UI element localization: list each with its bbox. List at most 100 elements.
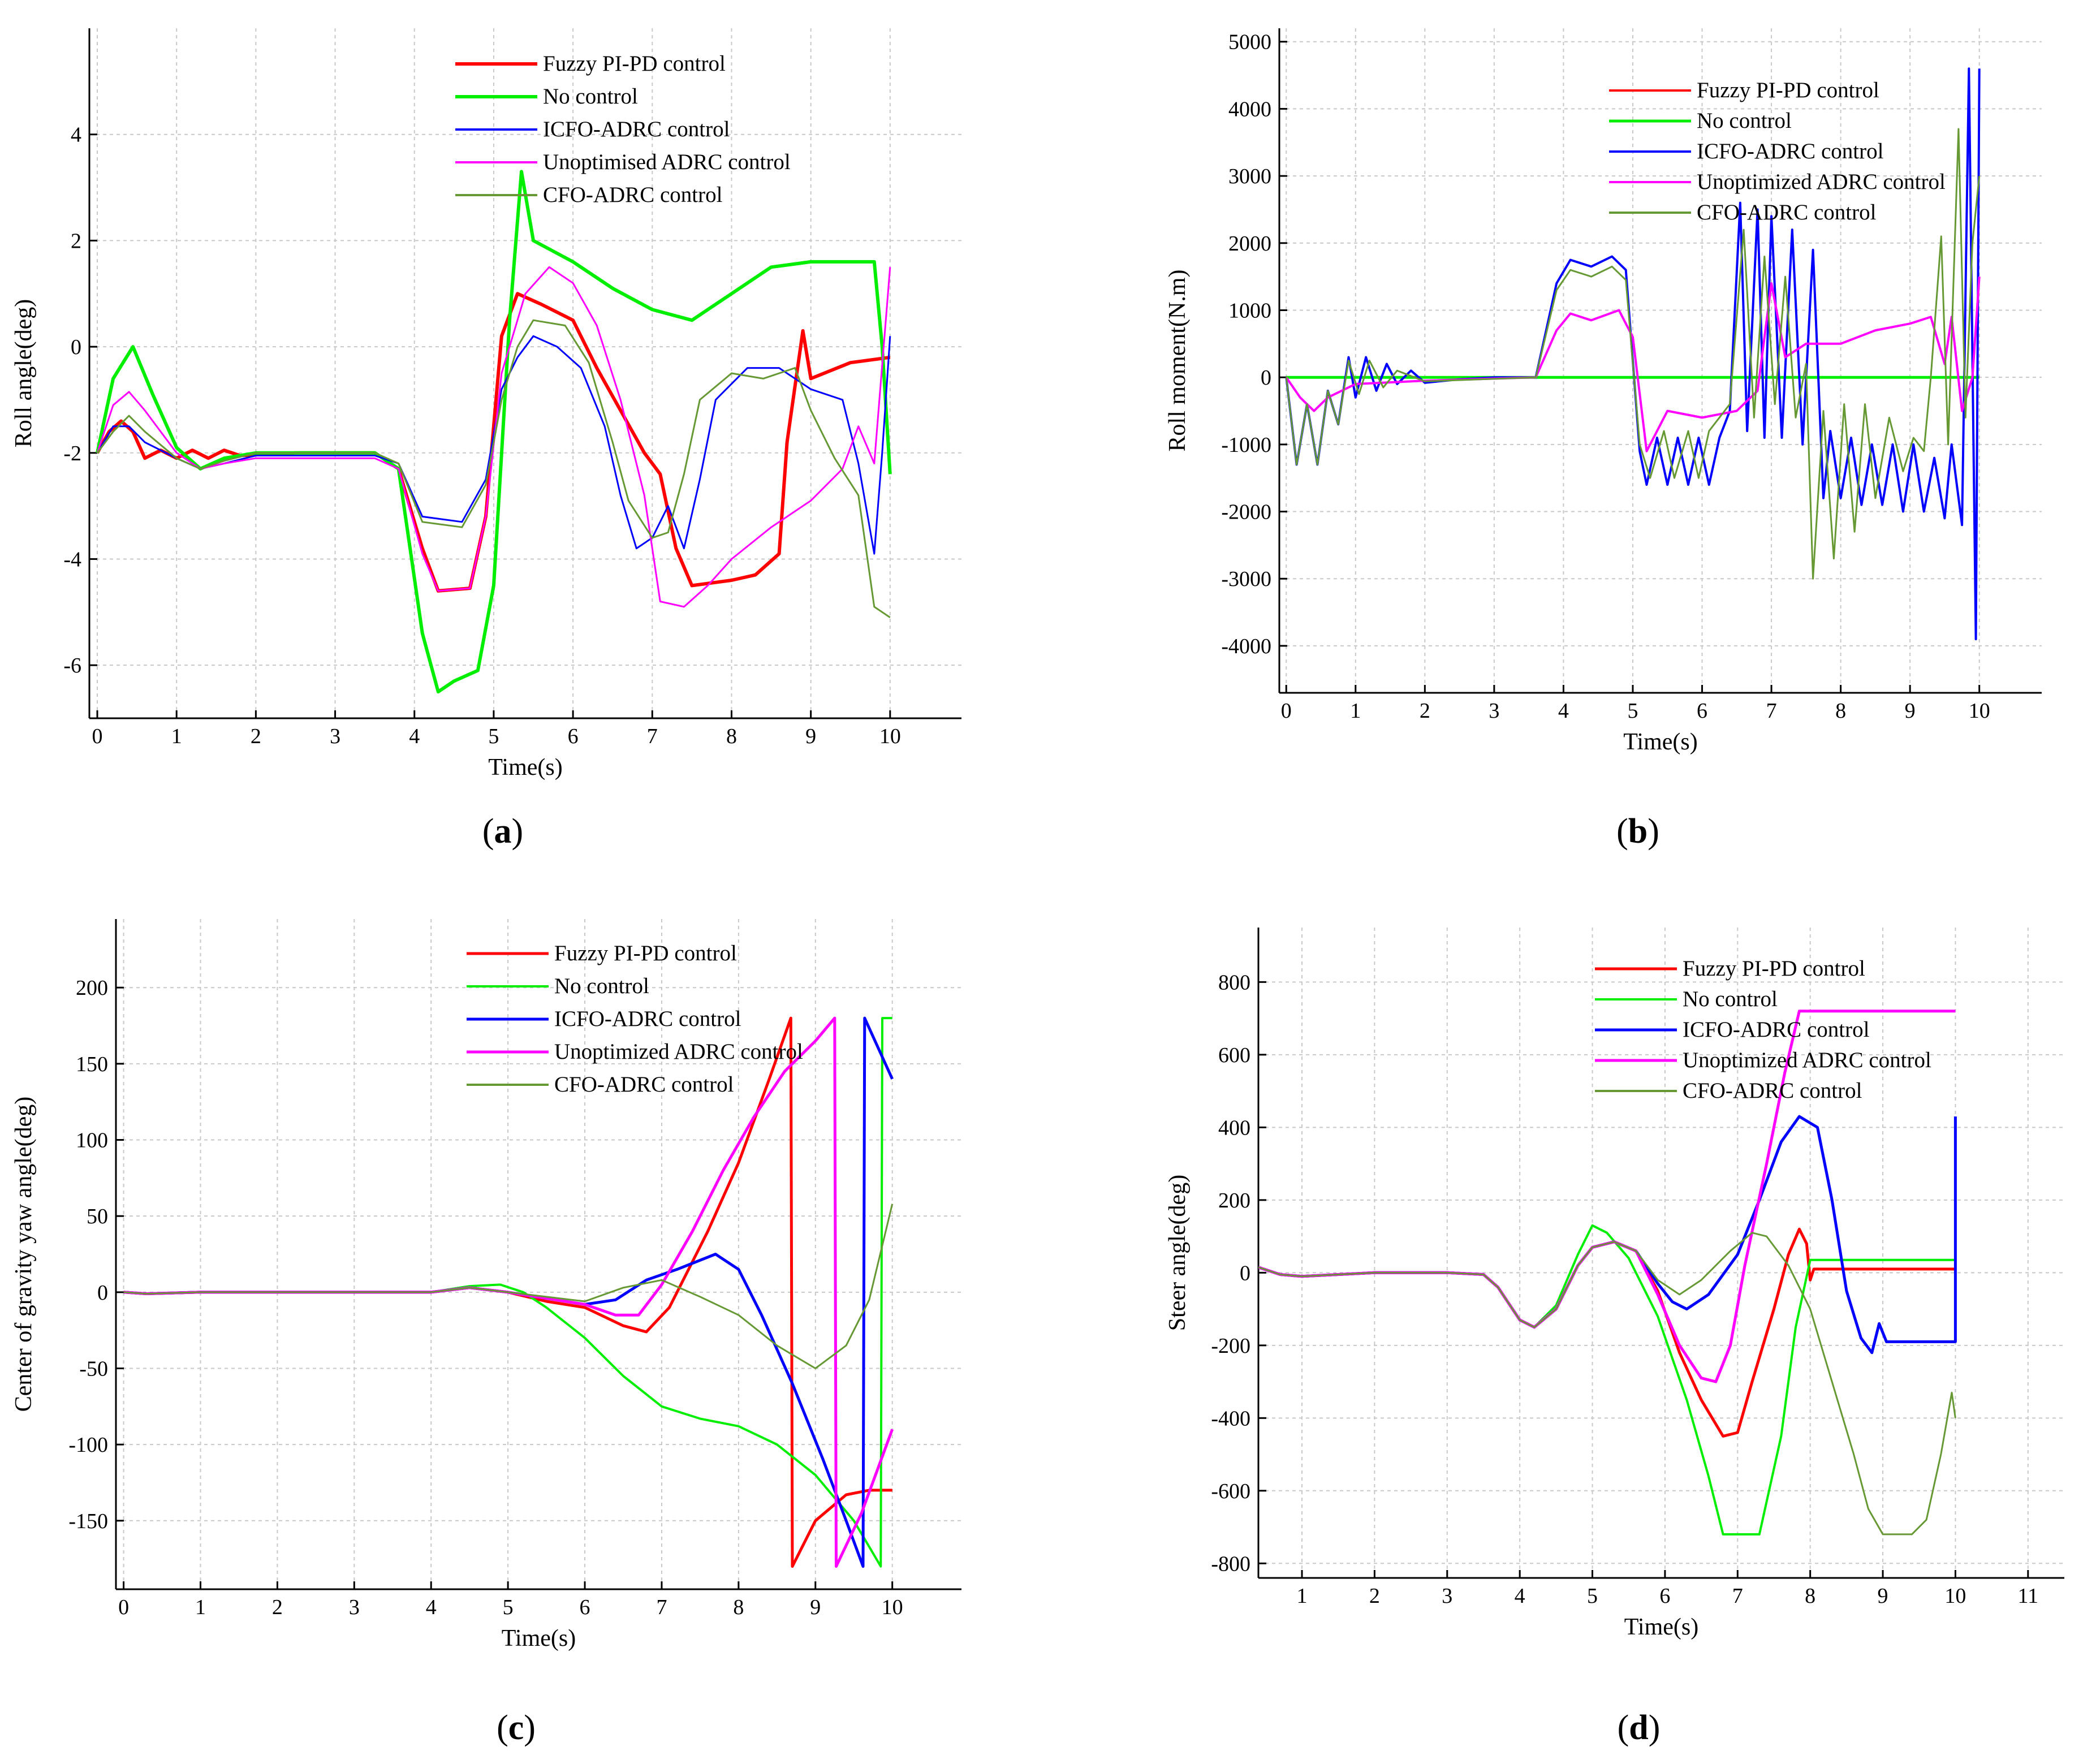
x-tick-label: 8 <box>733 1595 744 1619</box>
x-tick-label: 1 <box>171 724 182 748</box>
y-tick-label: 2 <box>71 229 81 253</box>
panel-letter: b <box>1628 812 1648 851</box>
panel-paren-open: ( <box>1616 812 1628 851</box>
y-tick-label: 600 <box>1218 1043 1250 1067</box>
y-tick-label: 150 <box>76 1053 108 1076</box>
y-tick-label: 0 <box>71 335 81 359</box>
x-tick-label: 7 <box>647 724 658 748</box>
x-tick-label: 10 <box>1944 1584 1966 1608</box>
y-tick-label: 0 <box>97 1281 108 1305</box>
legend: Fuzzy PI-PD control No control ICFO-ADRC c… <box>1609 78 1946 225</box>
legend: Fuzzy PI-PD control No control ICFO-ADRC c… <box>467 941 803 1097</box>
y-tick-label: -400 <box>1211 1407 1250 1430</box>
panel-label: (c) <box>497 1709 536 1747</box>
y-tick-label: 1000 <box>1228 299 1271 322</box>
x-tick-label: 4 <box>1515 1584 1525 1608</box>
x-tick-label: 9 <box>810 1595 821 1619</box>
y-axis-label: Steer angle(deg) <box>1165 1175 1191 1331</box>
x-tick-label: 8 <box>726 724 737 748</box>
y-tick-label: -4 <box>63 547 81 571</box>
panel-paren-open: ( <box>482 812 494 851</box>
panel-paren-close: ) <box>512 812 524 851</box>
y-tick-label: 5000 <box>1228 31 1271 54</box>
x-axis-label: Time(s) <box>1623 729 1697 755</box>
x-tick-label: 6 <box>1697 699 1707 723</box>
legend-label: Unoptimized ADRC control <box>1683 1048 1931 1072</box>
legend-label: ICFO-ADRC control <box>543 117 730 141</box>
x-tick-label: 5 <box>1627 699 1638 723</box>
legend-label: No control <box>543 84 638 109</box>
y-tick-label: -6 <box>63 654 81 678</box>
x-tick-label: 2 <box>1369 1584 1380 1608</box>
legend: Fuzzy PI-PD control No control ICFO-ADRC c… <box>1595 956 1931 1103</box>
legend-label: Unoptimized ADRC control <box>554 1040 803 1064</box>
y-tick-label: -3000 <box>1221 567 1271 591</box>
chart-c: 0 1 2 3 4 5 6 7 8 9 10 -150 -100 -50 0 50 100 150 200 Time(… <box>11 919 961 1747</box>
panel-letter: d <box>1629 1709 1648 1747</box>
panel-letter: c <box>508 1709 524 1747</box>
panel-paren-open: ( <box>497 1709 508 1747</box>
legend-label: ICFO-ADRC control <box>554 1007 741 1031</box>
y-tick-label: 800 <box>1218 971 1250 994</box>
legend-label: Unoptimised ADRC control <box>543 150 791 174</box>
x-tick-label: 8 <box>1835 699 1846 723</box>
legend: Fuzzy PI-PD control No control ICFO-ADRC c… <box>455 51 791 207</box>
x-tick-label: 2 <box>272 1595 283 1619</box>
y-tick-label: 200 <box>76 976 108 1000</box>
legend-label: Fuzzy PI-PD control <box>1683 956 1865 981</box>
x-tick-label: 7 <box>656 1595 667 1619</box>
legend-label: CFO-ADRC control <box>543 183 723 207</box>
x-tick-label: 4 <box>409 724 420 748</box>
y-tick-label: 200 <box>1218 1189 1250 1213</box>
series-line-cfo-adrc-control <box>96 319 891 618</box>
series-line-cfo-adrc-control <box>1258 1232 1956 1536</box>
x-tick-label: 5 <box>488 724 499 748</box>
y-axis-label: Roll moment(N.m) <box>1165 270 1191 452</box>
panel-label: (b) <box>1616 812 1659 851</box>
legend-label: Fuzzy PI-PD control <box>1697 78 1879 102</box>
x-tick-label: 11 <box>2018 1584 2039 1608</box>
x-tick-label: 8 <box>1805 1584 1815 1608</box>
x-tick-label: 10 <box>879 724 901 748</box>
y-tick-label: 50 <box>87 1205 108 1228</box>
x-tick-label: 9 <box>1905 699 1916 723</box>
chart-b: 0 1 2 3 4 5 6 7 8 9 10 -4000 -3000 -2000 -1000 0 1000 200… <box>1165 28 2042 851</box>
series-line-cfo-adrc-control <box>1285 128 1981 580</box>
legend-label: No control <box>554 974 649 998</box>
x-tick-label: 5 <box>503 1595 514 1619</box>
x-tick-label: 0 <box>1281 699 1292 723</box>
y-tick-label: 100 <box>76 1129 108 1153</box>
x-tick-label: 0 <box>92 724 103 748</box>
y-tick-label: -100 <box>68 1433 108 1457</box>
x-tick-label: 9 <box>805 724 816 748</box>
y-tick-label: 4 <box>71 123 81 147</box>
series-line-cfo-adrc-control <box>123 1204 894 1369</box>
legend-label: ICFO-ADRC control <box>1697 139 1884 163</box>
x-tick-label: 7 <box>1766 699 1777 723</box>
legend-label: Fuzzy PI-PD control <box>543 51 726 76</box>
series-group <box>96 170 892 694</box>
series-line-no-control <box>96 170 892 694</box>
y-axis-label: Center of gravity yaw angle(deg) <box>11 1097 37 1412</box>
y-tick-label: -200 <box>1211 1334 1250 1358</box>
legend-label: CFO-ADRC control <box>1697 200 1877 225</box>
panel-label: (a) <box>482 812 523 851</box>
legend-label: No control <box>1683 987 1778 1011</box>
legend-label: ICFO-ADRC control <box>1683 1017 1870 1042</box>
y-tick-label: 0 <box>1261 366 1271 390</box>
x-tick-label: 4 <box>1558 699 1569 723</box>
x-tick-label: 0 <box>118 1595 129 1619</box>
x-tick-label: 6 <box>580 1595 590 1619</box>
panel-letter: a <box>494 812 512 851</box>
y-tick-label: 400 <box>1218 1116 1250 1140</box>
legend-label: Fuzzy PI-PD control <box>554 941 737 965</box>
y-tick-label: -2000 <box>1221 501 1271 524</box>
y-tick-label: -2 <box>63 442 81 465</box>
legend-label: Unoptimized ADRC control <box>1697 170 1946 194</box>
y-axis-label: Roll angle(deg) <box>11 299 37 447</box>
x-axis-label: Time(s) <box>488 754 562 780</box>
x-axis-label: Time(s) <box>502 1625 576 1651</box>
series-group <box>123 1016 894 1568</box>
